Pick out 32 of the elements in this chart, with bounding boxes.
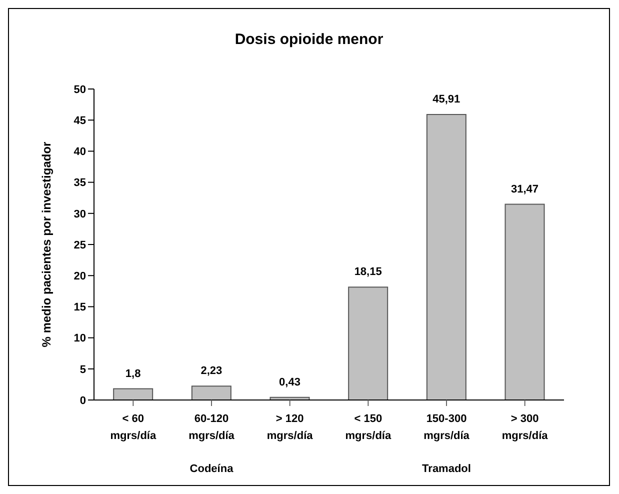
data-label: 0,43 [279, 376, 300, 388]
y-tick-label: 45 [74, 115, 86, 128]
y-axis-title: % medio pacientes por investigador [39, 141, 54, 348]
y-tick-label: 5 [80, 364, 86, 376]
x-tick-label: 60-120 mgrs/día [188, 413, 236, 442]
y-tick-label: 30 [74, 208, 86, 220]
bar [113, 388, 154, 400]
bar [191, 386, 232, 400]
bar [504, 204, 545, 400]
text: Tramadol [421, 463, 472, 475]
data-label: 31,47 [510, 183, 539, 196]
y-tick-label: 20 [74, 270, 86, 283]
x-tick-label: > 300 mgrs/día [502, 413, 549, 442]
bar [348, 286, 388, 400]
data-label: 18,15 [354, 266, 382, 278]
data-label: 45,91 [432, 93, 460, 106]
bar [426, 114, 466, 400]
y-tick-label: 35 [74, 177, 86, 190]
chart-title: Dosis opioide menor [234, 31, 384, 48]
x-tick-label: 150-300 mgrs/día [424, 413, 470, 442]
y-tick-label: 15 [74, 302, 86, 314]
text: Codeína [188, 463, 234, 475]
y-tick-label: 25 [74, 239, 86, 252]
x-tick-label: > 120 mgrs/día [266, 413, 314, 442]
y-tick-label: 50 [74, 84, 86, 96]
y-tick-label: 10 [74, 332, 86, 345]
y-tick-label: 40 [74, 146, 86, 158]
data-label: 2,23 [200, 365, 222, 378]
x-tick-label: < 150 mgrs/día [345, 413, 392, 442]
x-tick-label: < 60 mgrs/día [110, 413, 157, 442]
data-label: 1,8 [125, 368, 141, 380]
y-tick-label: 0 [80, 394, 86, 407]
